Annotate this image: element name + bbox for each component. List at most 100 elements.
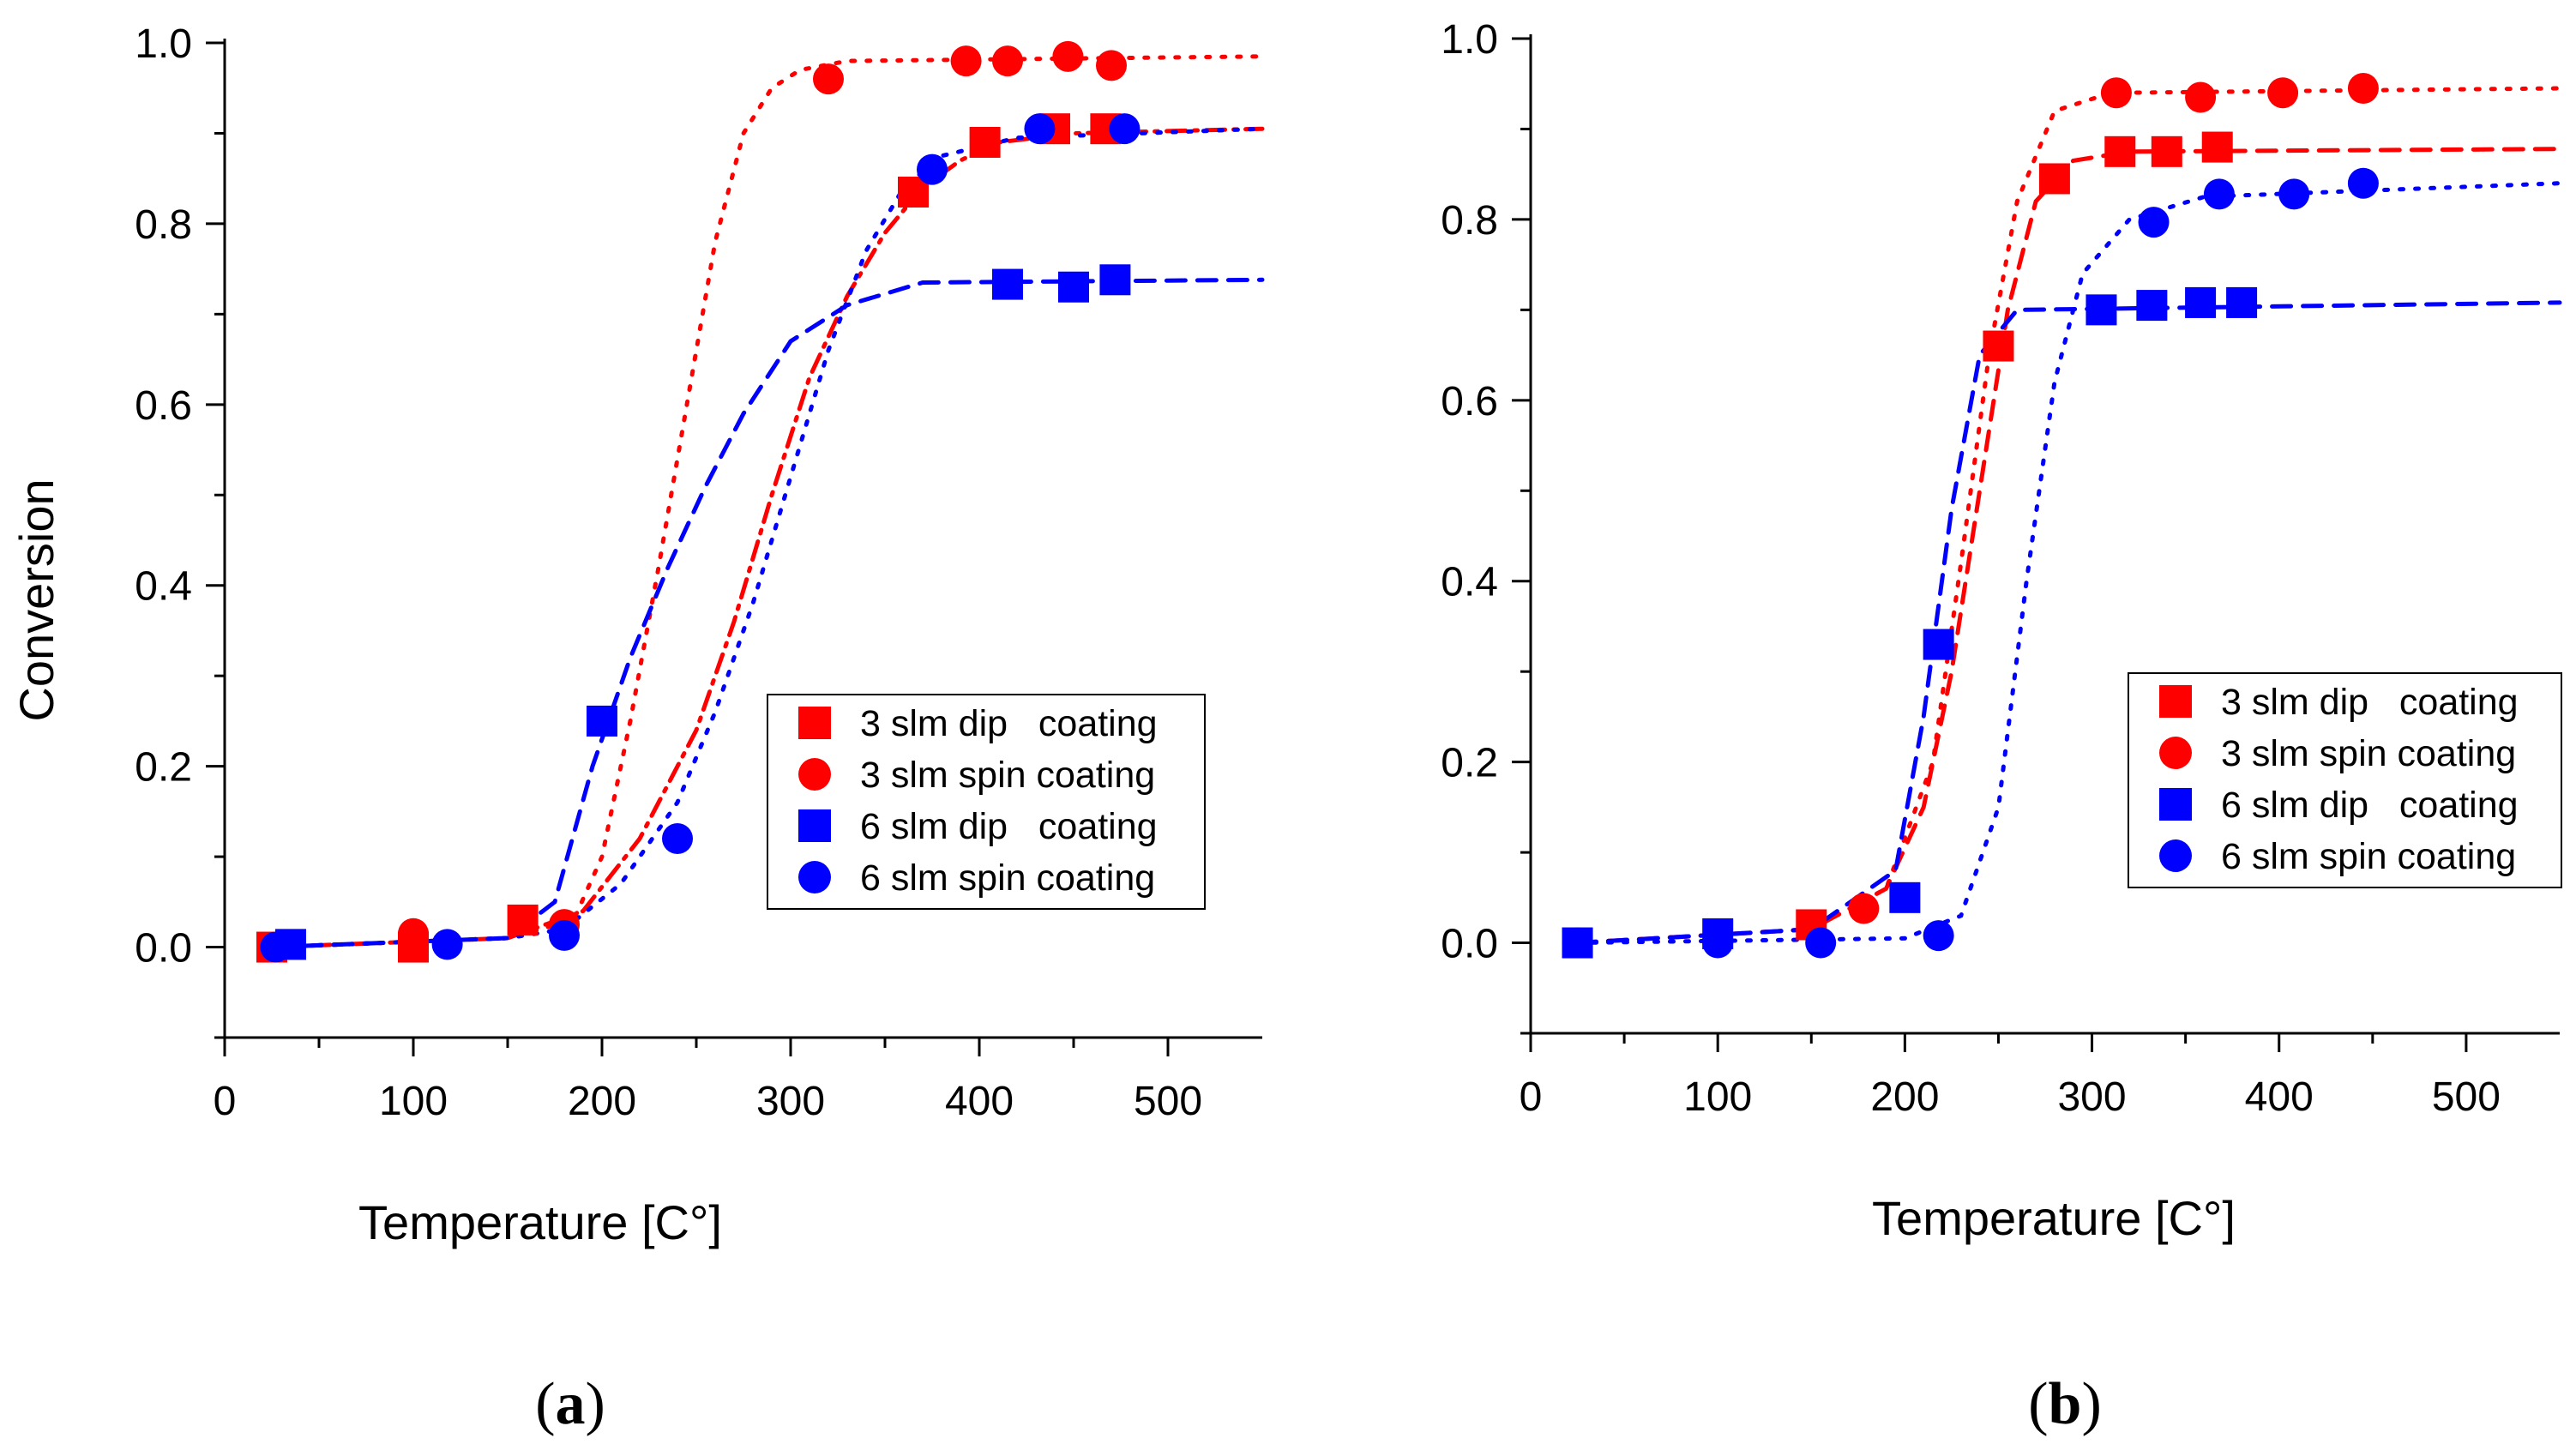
legend-box-b [2128,672,2562,888]
x-tick-label: 400 [2245,1074,2314,1120]
y-tick-label: 0.0 [135,926,192,972]
legend-b: 3 slm dip coating 3 slm spin coating 6 slm… [2128,672,2562,888]
data-point [431,929,463,960]
data-point [507,904,539,936]
x-tick-label: 300 [756,1079,825,1124]
x-tick-label: 400 [945,1079,1014,1124]
y-tick-label: 0.2 [1441,741,1498,786]
data-point [2267,77,2299,109]
x-tick-label: 100 [1683,1074,1752,1120]
chart-panel-b: 0 100 200 300 400 500 0.0 0.2 0.4 0.6 0.8 1.0 Tempe… [1441,17,2562,1437]
x-tick-label: 0 [214,1079,237,1124]
y-tick-label: 0.2 [135,745,192,791]
y-tick-label: 1.0 [1441,17,1498,63]
data-point [1889,881,1921,913]
data-point [969,127,1001,158]
data-point [2085,294,2117,326]
data-point [1848,893,1880,924]
data-point [813,63,844,95]
axes-b [1512,34,2560,1052]
data-points-a [256,40,1141,963]
x-tick-label: 200 [1870,1074,1939,1120]
tick-labels-a: 0 100 200 300 400 500 0.0 0.2 0.4 0.6 0.8 1.0 [135,21,1202,1124]
series-fit-line [269,54,1265,949]
data-point [2347,73,2379,104]
data-point [587,705,617,737]
x-axis-label-b: Temperature [C°] [1872,1191,2236,1245]
legend-a: 3 slm dip coating 3 slm spin coating 6 slm… [767,694,1206,910]
data-point [917,153,948,185]
legend-label: 6 slm dip coating [2221,785,2519,826]
data-point [260,931,292,963]
legend-marker [798,707,831,739]
legend-label: 6 slm spin coating [2221,836,2516,877]
data-point [2151,135,2182,167]
data-point [1024,113,1056,145]
x-tick-label: 300 [2057,1074,2126,1120]
data-point [2100,77,2132,109]
data-point [2185,286,2217,318]
panel-label-b: (b) [2028,1371,2102,1437]
axes-a [206,39,1262,1056]
data-point [2185,81,2217,113]
x-tick-label: 200 [568,1079,636,1124]
y-tick-label: 0.0 [1441,922,1498,967]
legend-label: 6 slm spin coating [860,857,1155,899]
y-tick-label: 0.4 [1441,560,1498,605]
legend-label: 6 slm dip coating [860,806,1158,847]
data-point [549,919,580,951]
legend-marker [798,758,831,791]
data-point [992,268,1023,300]
data-point [398,918,429,949]
data-point [2226,286,2258,318]
x-tick-label: 500 [1134,1079,1202,1124]
series-fit-line [269,277,1265,949]
x-tick-label: 0 [1520,1074,1543,1120]
tick-labels-b: 0 100 200 300 400 500 0.0 0.2 0.4 0.6 0.8 1.0 [1441,17,2501,1120]
y-tick-label: 0.8 [1441,198,1498,244]
data-point [2201,131,2233,163]
legend-marker [2159,685,2192,718]
y-axis-label-a: Conversion [9,478,63,721]
legend-label: 3 slm dip coating [2221,682,2519,723]
panel-label-a: (a) [535,1371,605,1437]
data-point [1096,50,1127,81]
legend-label: 3 slm spin coating [2221,733,2516,774]
legend-marker [2159,839,2192,872]
legend-marker [798,861,831,893]
x-tick-label: 500 [2432,1074,2501,1120]
x-tick-label: 100 [379,1079,448,1124]
data-point [1562,927,1593,959]
data-point [2138,207,2170,238]
data-point [1983,330,2014,362]
legend-marker [2159,737,2192,769]
data-point [2203,178,2235,210]
data-point [1805,927,1837,959]
data-point [2104,135,2136,167]
legend-label: 3 slm dip coating [860,703,1158,744]
data-points-b [1562,73,2379,959]
data-point [1702,927,1734,959]
data-point [992,45,1023,77]
data-point [1109,113,1141,145]
data-point [2278,178,2310,210]
data-point [1052,40,1084,72]
legend-box-a [767,694,1206,910]
y-tick-label: 0.8 [135,202,192,248]
data-point [2136,290,2168,322]
data-point [1099,264,1131,296]
data-point [1923,629,1954,660]
legend-marker [798,809,831,842]
y-tick-label: 0.6 [135,383,192,429]
data-point [2347,167,2379,199]
data-point [2038,163,2070,195]
data-point [662,823,693,854]
legend-label: 3 slm spin coating [860,755,1155,796]
y-tick-label: 0.4 [135,564,192,610]
data-point [1058,271,1089,303]
legend-marker [2159,788,2192,821]
chart-panel-a: 0 100 200 300 400 500 0.0 0.2 0.4 0.6 0.8 1.0 Tempe… [9,21,1265,1437]
x-axis-label-a: Temperature [C°] [358,1195,722,1249]
y-tick-label: 1.0 [135,21,192,67]
